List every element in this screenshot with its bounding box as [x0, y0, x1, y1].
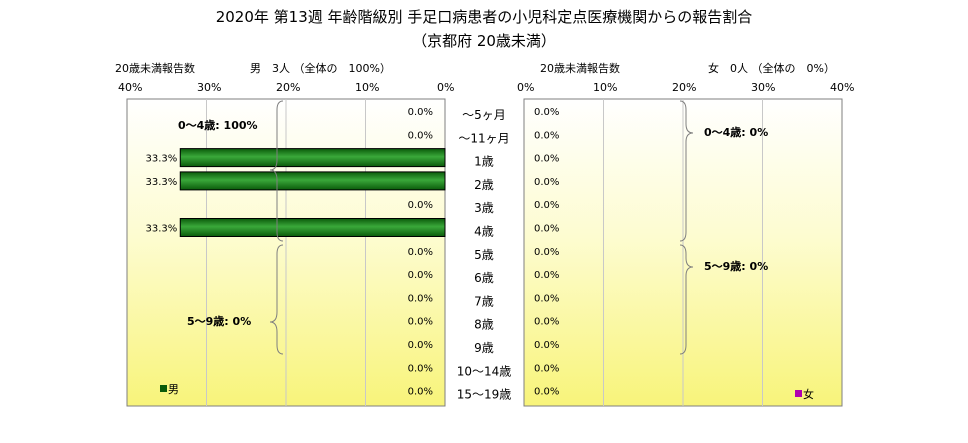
female-value-label: 0.0%: [534, 107, 559, 118]
female-value-label: 0.0%: [534, 363, 559, 374]
female-value-label: 0.0%: [534, 270, 559, 281]
female-value-label: 0.0%: [534, 387, 559, 398]
female-value-label: 0.0%: [534, 317, 559, 328]
male-legend-label: 男: [168, 383, 179, 396]
age-category-label: 15～19歳: [457, 388, 512, 402]
male-tick: 20%: [276, 81, 301, 94]
female-value-label: 0.0%: [534, 177, 559, 188]
age-category-label: 9歳: [474, 341, 494, 355]
male-value-label: 0.0%: [408, 387, 433, 398]
age-category-label: 2歳: [474, 178, 494, 192]
female-group-brace: [679, 244, 694, 355]
female-group-label-0-4: 0～4歳: 0%: [704, 125, 768, 139]
male-tick: 10%: [355, 81, 380, 94]
male-bar: [179, 218, 446, 237]
age-category-label: 5歳: [474, 248, 494, 262]
male-tick: 40%: [118, 81, 143, 94]
male-tick: 0%: [437, 81, 455, 94]
female-value-label: 0.0%: [534, 154, 559, 165]
male-group-label-0-4: 0～4歳: 100%: [178, 118, 258, 132]
male-value-label: 0.0%: [408, 363, 433, 374]
female-group-label-5-9: 5～9歳: 0%: [704, 259, 768, 273]
male-value-label: 0.0%: [408, 130, 433, 141]
age-category-label: 10～14歳: [457, 364, 512, 378]
male-value-label: 0.0%: [408, 270, 433, 281]
female-value-label: 0.0%: [534, 200, 559, 211]
female-header-count-label: 20歳未満報告数: [540, 62, 620, 75]
male-value-label: 0.0%: [408, 200, 433, 211]
age-category-label: 7歳: [474, 294, 494, 308]
age-category-label: 3歳: [474, 201, 494, 215]
female-value-label: 0.0%: [534, 340, 559, 351]
female-tick: 10%: [593, 81, 618, 94]
chart-title: 2020年 第13週 年齢階級別 手足口病患者の小児科定点医療機関からの報告割合: [215, 8, 753, 26]
male-tick: 30%: [197, 81, 222, 94]
female-value-label: 0.0%: [534, 293, 559, 304]
male-header-total: 男 3人 （全体の 100%）: [250, 62, 391, 75]
male-group-label-5-9: 5～9歳: 0%: [187, 314, 251, 328]
male-header-count-label: 20歳未満報告数: [115, 62, 195, 75]
female-tick: 30%: [751, 81, 776, 94]
female-legend-swatch: [795, 390, 802, 397]
male-value-label: 0.0%: [408, 107, 433, 118]
female-tick: 0%: [517, 81, 535, 94]
male-legend-swatch: [160, 385, 167, 392]
male-value-label: 33.3%: [145, 154, 177, 165]
female-header-total: 女 0人 （全体の 0%）: [708, 62, 835, 75]
female-tick: 20%: [672, 81, 697, 94]
age-category-label: 6歳: [474, 271, 494, 285]
female-tick: 40%: [830, 81, 855, 94]
age-category-label: ～5ヶ月: [462, 108, 506, 122]
female-group-brace: [679, 100, 694, 242]
male-value-label: 0.0%: [408, 247, 433, 258]
age-category-label: ～11ヶ月: [458, 131, 509, 145]
age-category-label: 1歳: [474, 155, 494, 169]
male-group-brace: [269, 100, 284, 242]
male-value-label: 0.0%: [408, 293, 433, 304]
female-value-label: 0.0%: [534, 247, 559, 258]
female-value-label: 0.0%: [534, 130, 559, 141]
female-value-label: 0.0%: [534, 224, 559, 235]
male-value-label: 33.3%: [145, 177, 177, 188]
male-value-label: 33.3%: [145, 224, 177, 235]
male-group-brace: [269, 244, 284, 355]
male-bar: [179, 171, 446, 191]
age-category-label: 8歳: [474, 318, 494, 332]
male-bar: [179, 148, 446, 168]
female-legend-label: 女: [803, 387, 814, 401]
male-value-label: 0.0%: [408, 340, 433, 351]
male-value-label: 0.0%: [408, 317, 433, 328]
age-category-label: 4歳: [474, 225, 494, 239]
chart-subtitle: （京都府 20歳未満）: [412, 32, 556, 50]
